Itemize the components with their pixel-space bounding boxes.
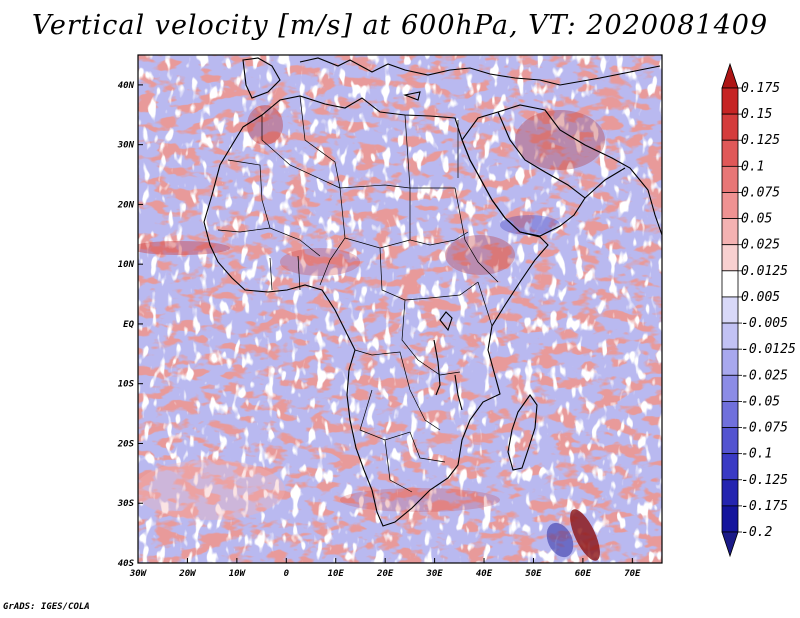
colorbar-bottom-arrow (721, 531, 739, 558)
y-tick-label: 20S (117, 439, 135, 449)
colorbar-label: -0.025 (741, 368, 788, 383)
x-tick-label: 10E (328, 569, 345, 579)
x-tick-label: 10W (229, 569, 247, 579)
velocity-field (138, 55, 662, 563)
y-tick-label: 10S (118, 380, 135, 390)
x-tick-label: 20W (178, 569, 197, 579)
colorbar: 0.175 0.15 0.125 0.1 0.075 0.05 0.025 0.0125 0.0… (721, 62, 796, 558)
colorbar-label: 0.005 (741, 290, 780, 305)
y-tick-label: 40S (118, 559, 135, 569)
colorbar-label: -0.075 (741, 421, 788, 436)
colorbar-segment (721, 427, 739, 455)
colorbar-label: 0.175 (741, 81, 780, 96)
colorbar-top-arrow (721, 62, 739, 89)
x-tick-label: 20E (376, 569, 394, 579)
colorbar-label: -0.05 (741, 394, 780, 409)
x-tick-label: 40E (476, 569, 493, 579)
colorbar-label: 0.05 (741, 212, 772, 227)
x-tick-label: 60E (575, 569, 592, 579)
colorbar-segment (721, 505, 739, 533)
colorbar-label: 0.1 (741, 159, 764, 174)
footer-credit: GrADS: IGES/COLA (3, 602, 90, 612)
colorbar-segment (721, 244, 739, 272)
colorbar-segment (721, 374, 739, 402)
y-tick-label: 40N (118, 81, 135, 91)
colorbar-label: 0.0125 (741, 264, 788, 279)
colorbar-segment (721, 165, 739, 193)
y-tick-label: 20N (117, 200, 135, 210)
x-tick-label: 0 (284, 569, 290, 579)
colorbar-segment (721, 348, 739, 376)
plot-frame (137, 54, 663, 564)
colorbar-segment (721, 270, 739, 298)
x-axis: 30W 20W 10W 0 10E 20E 30E 40E 50E 60E 70E (129, 558, 641, 579)
colorbar-segment (721, 453, 739, 481)
x-tick-label: 50E (525, 569, 542, 579)
x-tick-label: 30E (425, 569, 443, 579)
colorbar-label: -0.125 (741, 473, 788, 488)
colorbar-segment (721, 139, 739, 167)
y-tick-label: 30N (117, 141, 135, 151)
colorbar-segment (721, 296, 739, 324)
y-tick-label: 30S (117, 499, 135, 509)
colorbar-segment (721, 192, 739, 219)
colorbar-label: 0.15 (741, 107, 772, 122)
colorbar-segment (721, 322, 739, 350)
colorbar-segment (721, 401, 739, 428)
chart-title: Vertical velocity [m/s] at 600hPa, VT: 2… (31, 10, 769, 41)
colorbar-label: -0.005 (741, 316, 788, 331)
coastlines (203, 57, 662, 527)
y-tick-label: 10N (118, 260, 135, 270)
colorbar-label: 0.075 (741, 185, 780, 200)
colorbar-label: -0.2 (741, 525, 772, 540)
colorbar-label: 0.025 (741, 238, 780, 253)
colorbar-label: -0.0125 (741, 342, 796, 357)
colorbar-label: -0.175 (741, 499, 788, 514)
y-axis: 40N 30N 20N 10N EQ 10S 20S 30S 40S (117, 81, 143, 569)
colorbar-segment (721, 113, 739, 141)
x-tick-label: 70E (624, 569, 641, 579)
colorbar-segment (721, 479, 739, 507)
colorbar-segment (721, 87, 739, 115)
y-tick-label: EQ (123, 320, 134, 330)
colorbar-label: -0.1 (741, 447, 772, 462)
x-tick-label: 30W (129, 569, 148, 579)
colorbar-label: 0.125 (741, 133, 780, 148)
colorbar-segment (721, 218, 739, 246)
